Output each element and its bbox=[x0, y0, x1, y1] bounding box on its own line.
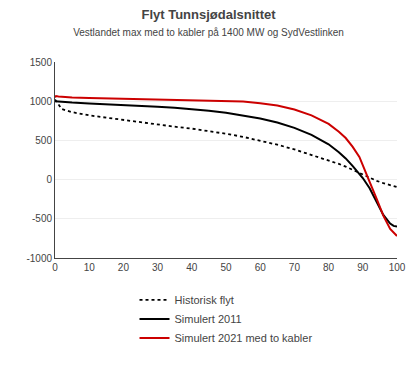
svg-text:30: 30 bbox=[152, 262, 164, 273]
svg-text:40: 40 bbox=[186, 262, 198, 273]
svg-text:Simulert 2021 med to kabler: Simulert 2021 med to kabler bbox=[175, 332, 313, 344]
svg-text:0: 0 bbox=[52, 262, 58, 273]
svg-text:70: 70 bbox=[289, 262, 301, 273]
svg-text:50: 50 bbox=[220, 262, 232, 273]
svg-text:-500: -500 bbox=[32, 213, 52, 224]
svg-text:Flyt TunnsjødalsnittetVestland: Flyt TunnsjødalsnittetVestlandet max med… bbox=[73, 7, 344, 38]
svg-text:Historisk flyt: Historisk flyt bbox=[175, 294, 234, 306]
svg-text:20: 20 bbox=[118, 262, 130, 273]
svg-text:100: 100 bbox=[389, 262, 406, 273]
svg-text:90: 90 bbox=[357, 262, 369, 273]
svg-text:500: 500 bbox=[35, 135, 52, 146]
svg-text:80: 80 bbox=[323, 262, 335, 273]
svg-text:-1000: -1000 bbox=[26, 253, 52, 264]
svg-text:1000: 1000 bbox=[30, 96, 53, 107]
svg-text:60: 60 bbox=[255, 262, 267, 273]
svg-text:10: 10 bbox=[84, 262, 96, 273]
svg-text:0: 0 bbox=[46, 174, 52, 185]
svg-text:Simulert 2011: Simulert 2011 bbox=[175, 313, 242, 325]
svg-text:1500: 1500 bbox=[30, 57, 53, 68]
